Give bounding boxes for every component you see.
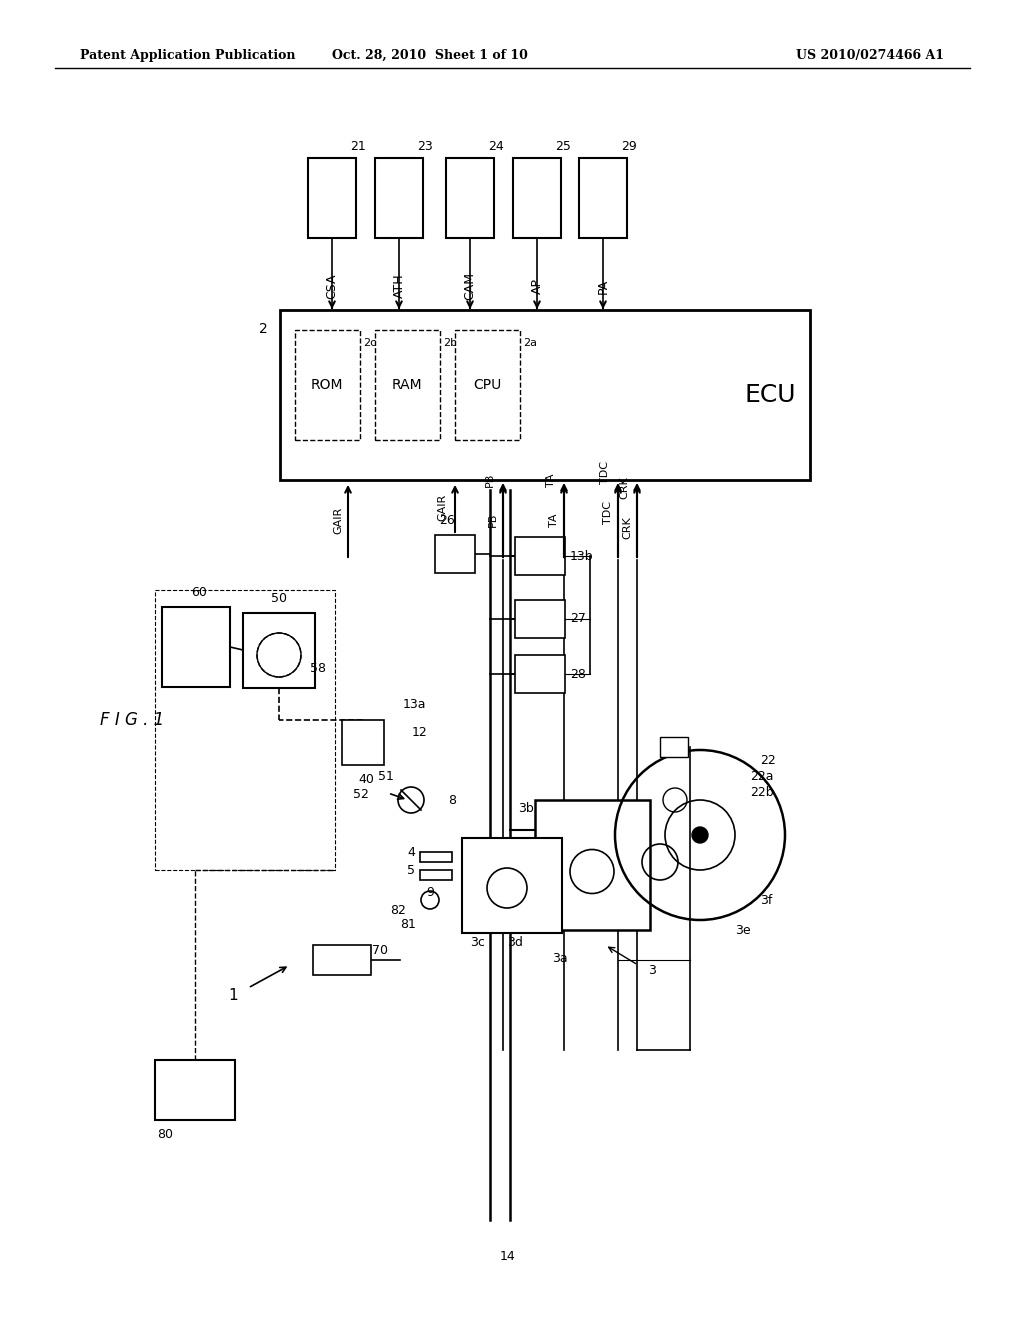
Text: 2a: 2a: [523, 338, 537, 348]
Text: CRK: CRK: [622, 516, 632, 540]
Bar: [420, 870, 452, 880]
Text: 3d: 3d: [507, 936, 523, 949]
Text: 8: 8: [449, 793, 456, 807]
Text: 24: 24: [488, 140, 504, 153]
Text: 29: 29: [621, 140, 637, 153]
Text: 14: 14: [500, 1250, 516, 1263]
Text: 22b: 22b: [750, 787, 773, 800]
Text: RAM: RAM: [392, 378, 422, 392]
Bar: [375, 158, 423, 238]
Bar: [375, 330, 440, 440]
Text: GAIR: GAIR: [333, 507, 343, 533]
Text: 12: 12: [412, 726, 428, 739]
Bar: [435, 535, 475, 573]
Text: 9: 9: [426, 887, 434, 899]
Text: ECU: ECU: [744, 383, 796, 407]
Bar: [155, 1060, 234, 1119]
Text: CSA: CSA: [326, 273, 339, 298]
Text: 21: 21: [350, 140, 366, 153]
Text: 3c: 3c: [471, 936, 485, 949]
Bar: [295, 330, 360, 440]
Text: 13a: 13a: [403, 698, 427, 711]
Text: 2c: 2c: [362, 338, 376, 348]
Bar: [446, 158, 494, 238]
Text: TDC: TDC: [600, 461, 610, 483]
Bar: [308, 158, 356, 238]
Text: Oct. 28, 2010  Sheet 1 of 10: Oct. 28, 2010 Sheet 1 of 10: [332, 49, 528, 62]
Text: CAM: CAM: [464, 272, 476, 300]
Text: 3e: 3e: [735, 924, 751, 936]
Circle shape: [692, 828, 708, 843]
Text: TA: TA: [549, 513, 559, 527]
Text: TA: TA: [546, 474, 556, 487]
Text: 26: 26: [439, 513, 455, 527]
Text: PB: PB: [485, 473, 495, 487]
Bar: [155, 590, 335, 870]
Text: 50: 50: [271, 591, 287, 605]
Text: Patent Application Publication: Patent Application Publication: [80, 49, 296, 62]
Text: 5: 5: [407, 865, 415, 878]
Bar: [162, 607, 230, 686]
Text: 2: 2: [259, 322, 268, 337]
Text: 80: 80: [157, 1129, 173, 1140]
Bar: [313, 945, 371, 975]
Bar: [515, 601, 565, 638]
Text: US 2010/0274466 A1: US 2010/0274466 A1: [796, 49, 944, 62]
Text: ROM: ROM: [310, 378, 343, 392]
Text: 25: 25: [555, 140, 570, 153]
Text: 58: 58: [310, 661, 326, 675]
Text: 3: 3: [648, 964, 656, 977]
Text: 22a: 22a: [750, 771, 773, 784]
Text: CPU: CPU: [473, 378, 501, 392]
Text: 23: 23: [417, 140, 433, 153]
Bar: [342, 719, 384, 766]
Text: 27: 27: [570, 612, 586, 626]
Bar: [513, 158, 561, 238]
Bar: [455, 330, 520, 440]
Bar: [420, 851, 452, 862]
Text: ATH: ATH: [392, 273, 406, 298]
Text: 3b: 3b: [518, 801, 534, 814]
Bar: [515, 537, 565, 576]
Text: 13b: 13b: [570, 549, 594, 562]
Text: 52: 52: [353, 788, 369, 801]
Bar: [660, 737, 688, 756]
Text: 22: 22: [760, 754, 776, 767]
Text: PA: PA: [597, 279, 609, 293]
Text: 2b: 2b: [443, 338, 457, 348]
Bar: [243, 612, 315, 688]
Text: 40: 40: [358, 774, 374, 785]
Text: 81: 81: [400, 919, 416, 932]
Text: 4: 4: [408, 846, 415, 859]
Text: TDC: TDC: [603, 500, 613, 524]
Text: 3a: 3a: [552, 952, 568, 965]
Bar: [515, 655, 565, 693]
Text: F I G . 1: F I G . 1: [100, 711, 164, 729]
Text: 1: 1: [228, 987, 238, 1002]
Text: CRK: CRK: [618, 477, 629, 499]
Text: 60: 60: [191, 586, 207, 599]
Text: PB: PB: [488, 512, 498, 527]
Bar: [280, 310, 810, 480]
Text: 28: 28: [570, 668, 586, 681]
Text: AP: AP: [530, 279, 544, 294]
Bar: [535, 800, 650, 931]
Text: 70: 70: [372, 944, 388, 957]
Text: 82: 82: [390, 903, 406, 916]
Text: 3f: 3f: [760, 894, 772, 907]
Text: 51: 51: [378, 771, 394, 784]
Text: GAIR: GAIR: [437, 494, 447, 520]
Bar: [579, 158, 627, 238]
Bar: [462, 838, 562, 933]
